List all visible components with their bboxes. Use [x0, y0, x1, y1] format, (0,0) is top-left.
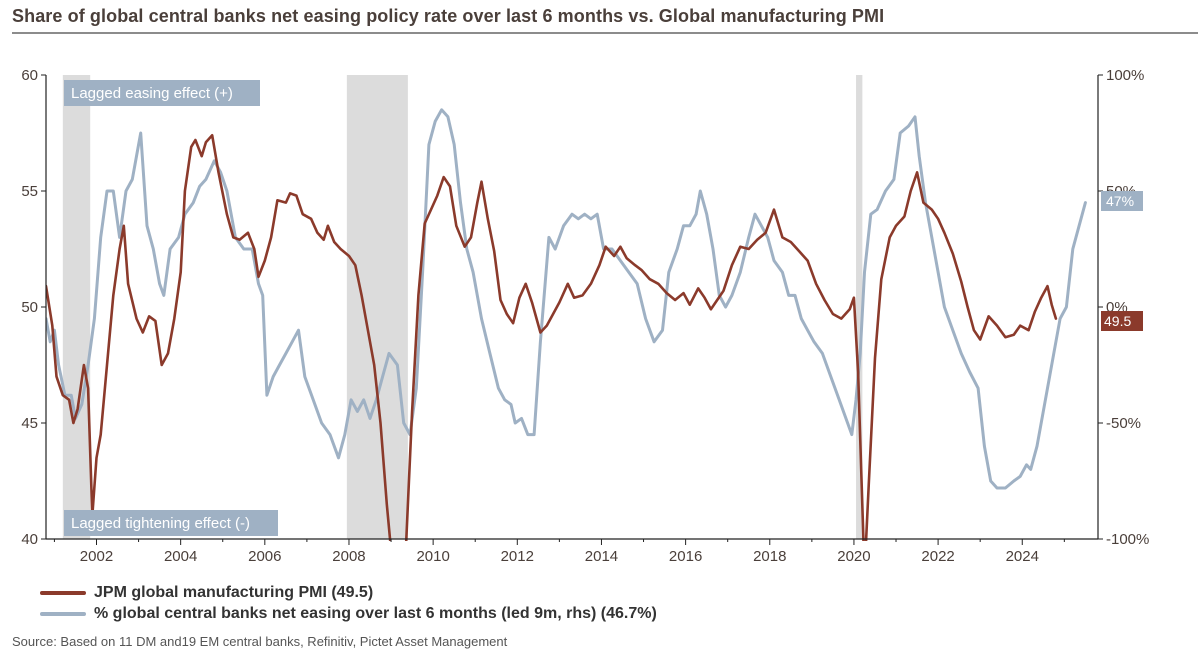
end-label-easing-text: 47%: [1106, 193, 1134, 209]
shaded-period-1: [346, 75, 408, 539]
annotation-easing: Lagged easing effect (+): [64, 80, 260, 106]
shaded-period-2: [856, 75, 863, 539]
legend-item-pmi: JPM global manufacturing PMI (49.5): [40, 582, 657, 603]
y-left-tick-label: 50: [21, 299, 38, 316]
x-tick-label: 2002: [80, 548, 113, 565]
y-left-tick-label: 55: [21, 183, 38, 200]
y-left-tick-label: 40: [21, 531, 38, 548]
legend-swatch-easing: [40, 611, 86, 616]
legend-swatch-pmi: [40, 590, 86, 595]
series-line-pmi: [46, 134, 1058, 541]
x-tick-label: 2024: [1006, 548, 1039, 565]
legend-label-easing: % global central banks net easing over l…: [94, 604, 657, 622]
x-tick-label: 2010: [416, 548, 449, 565]
x-tick-label: 2018: [753, 548, 786, 565]
x-tick-label: 2022: [921, 548, 954, 565]
legend-item-easing: % global central banks net easing over l…: [40, 603, 657, 624]
y-left-tick-label: 45: [21, 415, 38, 432]
x-tick-label: 2008: [332, 548, 365, 565]
end-label-pmi: 49.5: [1101, 311, 1143, 331]
title-divider: [12, 32, 1198, 34]
line-chart: 2002 2004 2006 2008 2010 2012 2014 2016 2018 2020…: [21, 67, 1149, 565]
y-right-tick-label: 100%: [1106, 67, 1144, 84]
end-label-pmi-text: 49.5: [1104, 313, 1131, 329]
legend: JPM global manufacturing PMI (49.5) % gl…: [40, 582, 657, 624]
x-tick-label: 2006: [248, 548, 281, 565]
x-tick-label: 2004: [164, 548, 197, 565]
end-label-easing: 47%: [1101, 191, 1143, 211]
annotation-tightening: Lagged tightening effect (-): [64, 510, 278, 536]
x-tick-label: 2012: [501, 548, 534, 565]
source-note: Source: Based on 11 DM and19 EM central …: [12, 634, 508, 649]
chart-title: Share of global central banks net easing…: [12, 6, 885, 26]
legend-label-pmi: JPM global manufacturing PMI (49.5): [94, 583, 374, 601]
shaded-period-0: [62, 75, 91, 539]
x-tick-label: 2014: [585, 548, 618, 565]
annotation-tightening-text: Lagged tightening effect (-): [71, 515, 250, 532]
x-tick-label: 2016: [669, 548, 702, 565]
shaded-periods: [62, 75, 863, 539]
y-right-tick-label: -100%: [1106, 531, 1149, 548]
annotation-easing-text: Lagged easing effect (+): [71, 85, 233, 102]
y-left-tick-label: 60: [21, 67, 38, 84]
axes: [41, 74, 1103, 545]
x-tick-label: 2020: [837, 548, 870, 565]
series-line-easing: [46, 108, 1087, 490]
series-lines: [46, 108, 1087, 541]
y-right-tick-label: -50%: [1106, 415, 1141, 432]
tick-labels: 2002 2004 2006 2008 2010 2012 2014 2016 2018 2020…: [21, 67, 1149, 565]
